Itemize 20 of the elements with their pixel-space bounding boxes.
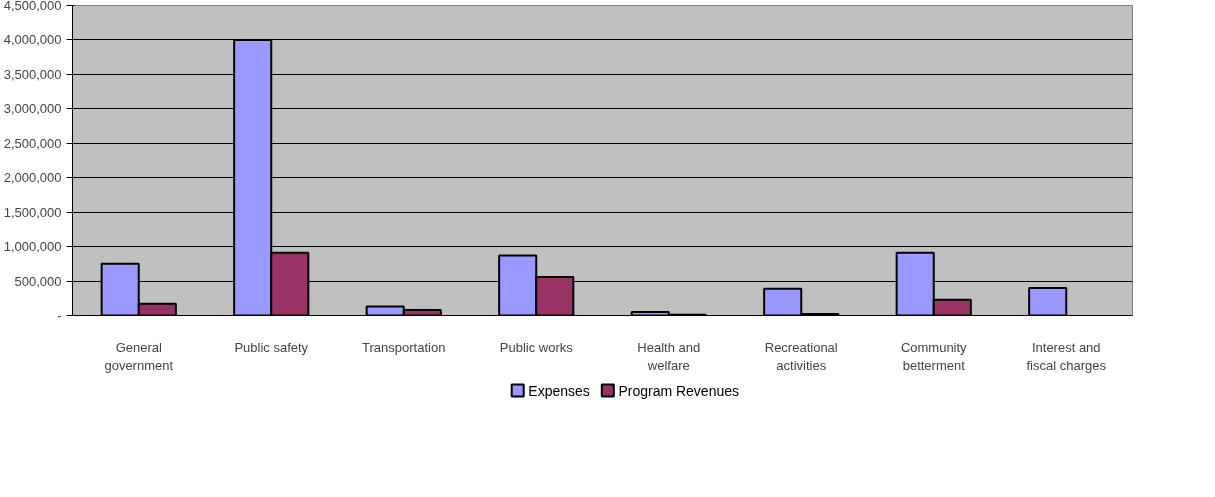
x-tick-label: Public safety bbox=[234, 339, 309, 355]
y-tick-label: 3,500,000 bbox=[3, 66, 62, 82]
y-tick-label: 3,000,000 bbox=[3, 101, 62, 117]
x-tick-label: Community betterment bbox=[900, 339, 968, 373]
y-tick-label: 1,000,000 bbox=[3, 239, 62, 255]
y-tick-label: 4,000,000 bbox=[3, 32, 62, 48]
x-tick-label: Interest and fiscal charges bbox=[1026, 339, 1107, 373]
y-tick-label: 1,500,000 bbox=[3, 204, 62, 220]
y-tick-label: 4,500,000 bbox=[3, 0, 62, 13]
x-tick-label: Transportation bbox=[362, 339, 446, 355]
y-tick-label: - bbox=[57, 308, 62, 323]
y-tick-label: 500,000 bbox=[14, 273, 62, 289]
y-tick-label: 2,500,000 bbox=[3, 135, 62, 151]
y-tick-label: 2,000,000 bbox=[3, 170, 62, 186]
x-tick-label: General government bbox=[104, 339, 174, 373]
x-tick-label: Recreational activities bbox=[764, 339, 838, 373]
x-tick-label: Public works bbox=[499, 339, 574, 355]
legend-label: Program Revenues bbox=[618, 382, 740, 399]
legend-label: Expenses bbox=[528, 382, 590, 399]
x-tick-label: Health and welfare bbox=[637, 339, 701, 373]
